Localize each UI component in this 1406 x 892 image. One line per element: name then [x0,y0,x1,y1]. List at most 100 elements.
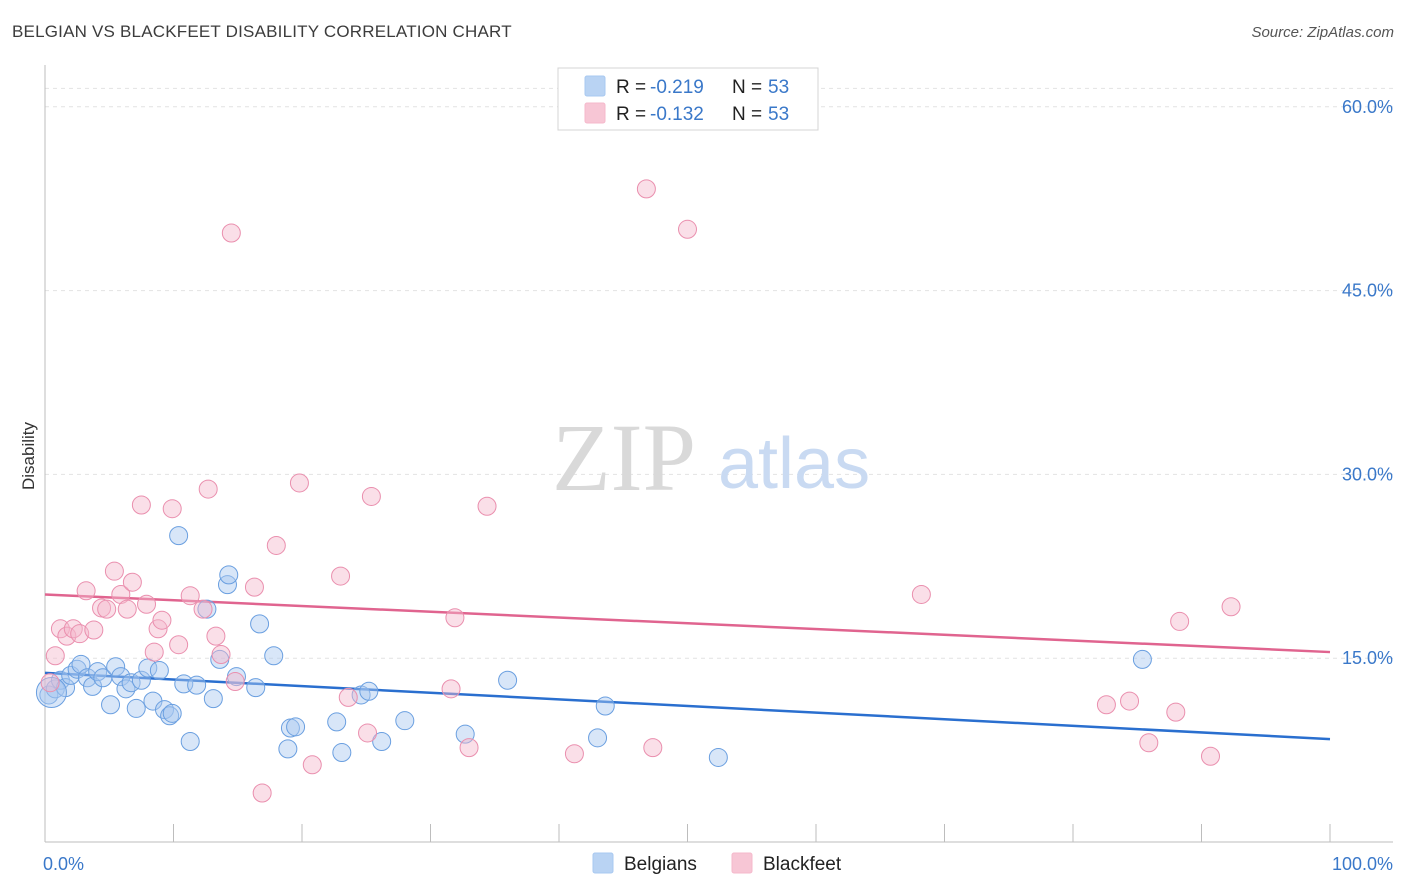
data-point [160,706,180,726]
data-point [144,642,164,662]
data-point [225,671,245,691]
data-point [193,599,213,619]
y-tick-label: 60.0% [1342,97,1393,117]
data-point [1221,597,1241,617]
legend-r-value: -0.132 [650,104,704,125]
x-tick-labels: 0.0% 100.0% [43,854,1393,874]
data-point [636,179,656,199]
source-label: Source: ZipAtlas.com [1251,24,1394,41]
legend-n-label: N = [732,104,762,125]
data-point [76,581,96,601]
data-point [372,732,392,752]
data-point [338,687,358,707]
data-point [149,660,169,680]
data-point [1170,611,1190,631]
bottom-legend-swatch-blackfeet [731,852,753,874]
y-axis-label: Disability [19,421,38,490]
data-point [162,499,182,519]
data-point [70,624,90,644]
data-point [911,584,931,604]
data-point [264,646,284,666]
data-point [459,738,479,758]
data-point [45,646,65,666]
axes [44,65,1393,843]
data-point [1096,695,1116,715]
data-point [595,696,615,716]
data-point [244,577,264,597]
data-point [117,599,137,619]
data-point [358,723,378,743]
data-point [445,608,465,628]
data-point [116,679,136,699]
data-point [63,619,83,639]
data-point [588,728,608,748]
data-point [302,755,322,775]
data-point [162,703,182,723]
data-point [331,566,351,586]
legend-swatch-belgians [584,75,606,97]
data-point [327,712,347,732]
data-point [643,738,663,758]
legend-r-label: R = [616,104,646,125]
data-point [219,565,239,585]
legend-n-value: 53 [768,77,789,98]
data-point [206,626,226,646]
data-point [187,675,207,695]
y-tick-labels: 15.0% 30.0% 45.0% 60.0% [1342,97,1393,668]
y-tick-label: 45.0% [1342,281,1393,301]
data-point [217,575,237,595]
y-tick-label: 30.0% [1342,464,1393,484]
data-point [266,535,286,555]
data-point [359,681,379,701]
data-point [180,732,200,752]
data-point [88,662,108,682]
data-point [84,620,104,640]
data-point [1120,691,1140,711]
data-point [106,657,126,677]
data-point [1132,649,1152,669]
data-point [395,711,415,731]
gridlines [45,87,1393,659]
data-point [286,717,306,737]
data-point [131,495,151,515]
data-point [564,744,584,764]
series-belgians [35,526,1152,767]
series-legend: Belgians Blackfeet [592,852,842,875]
data-point [441,679,461,699]
x-tick-label: 100.0% [1332,854,1393,874]
chart-title: BELGIAN VS BLACKFEET DISABILITY CORRELAT… [12,22,512,41]
bottom-legend-label-belgians: Belgians [624,854,697,875]
data-point [101,695,121,715]
data-point [289,473,309,493]
data-point [131,670,151,690]
data-point [477,496,497,516]
data-point [97,599,117,619]
trend-lines [44,593,1331,741]
data-point [1139,733,1159,753]
data-point [278,739,298,759]
data-point [252,783,272,803]
data-point [169,635,189,655]
legend-swatch-blackfeet [584,102,606,124]
data-point [152,610,172,630]
data-points [35,179,1241,803]
data-point [203,689,223,709]
trend-line-blackfeet [44,593,1331,654]
data-point [361,486,381,506]
watermark: ZIP atlas [552,404,870,511]
data-point [250,614,270,634]
data-point [1166,702,1186,722]
bottom-legend-swatch-belgians [592,852,614,874]
data-point [104,561,124,581]
series-blackfeet [40,179,1241,803]
data-point [246,678,266,698]
data-point [708,747,728,767]
legend-r-label: R = [616,77,646,98]
data-point [1200,746,1220,766]
bottom-legend-label-blackfeet: Blackfeet [763,854,842,875]
watermark-atlas: atlas [718,424,870,504]
legend-r-value: -0.219 [650,77,704,98]
legend-n-value: 53 [768,104,789,125]
data-point [221,223,241,243]
